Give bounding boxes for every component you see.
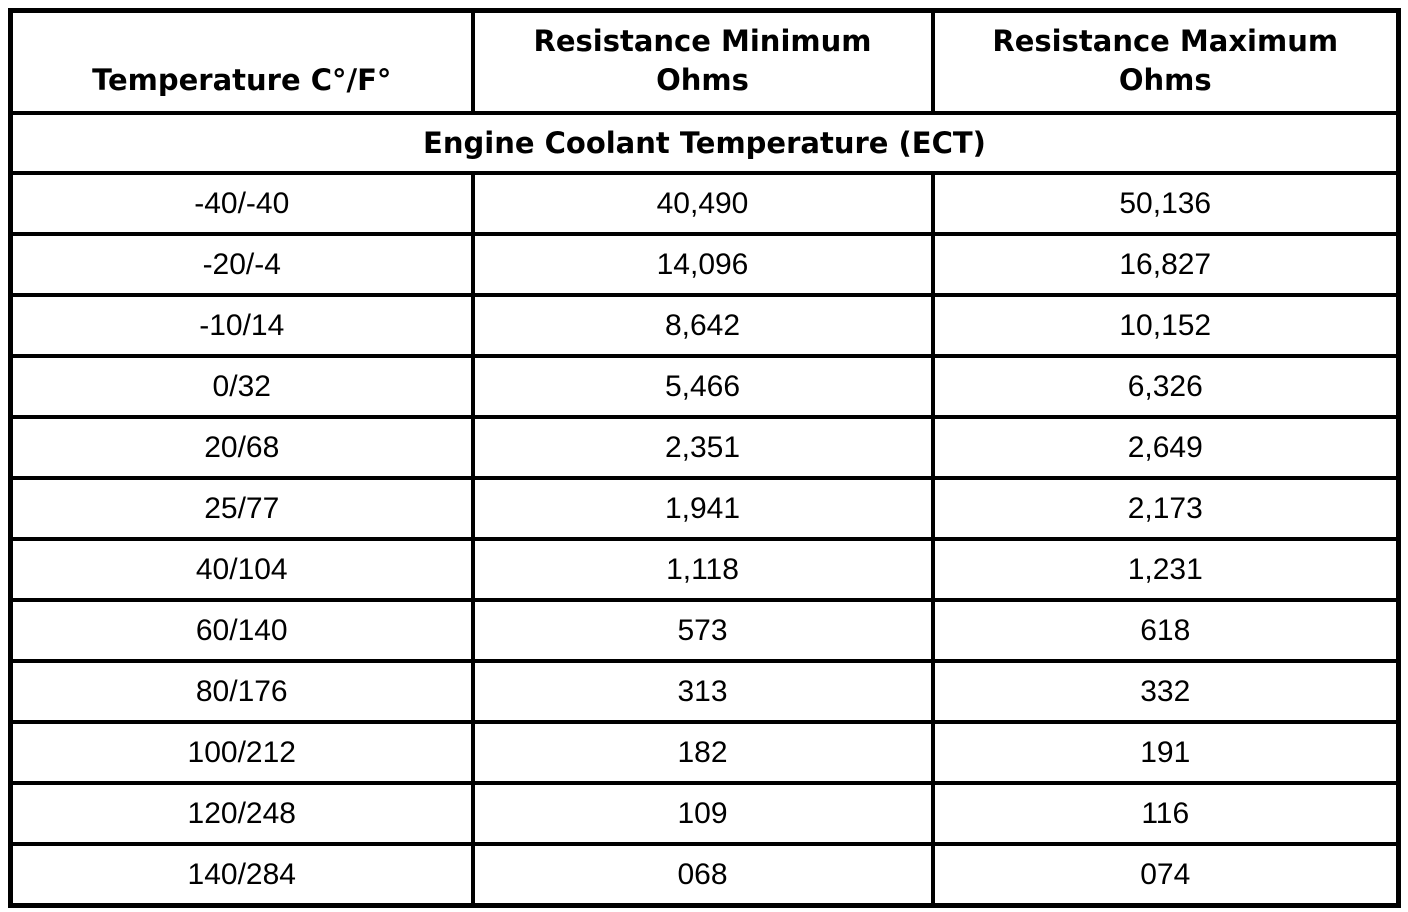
table-row: 80/176 313 332 — [8, 659, 1401, 724]
max-ohms-cell: 2,649 — [930, 415, 1401, 480]
col-header-resistance-min: Resistance Minimum Ohms — [470, 8, 935, 115]
temp-cell: -40/-40 — [8, 171, 475, 236]
temp-cell: -20/-4 — [8, 232, 475, 297]
min-ohms-cell: 182 — [470, 720, 935, 785]
min-ohms-cell: 8,642 — [470, 293, 935, 358]
header-row: Temperature C°/F° Resistance Minimum Ohm… — [8, 8, 1401, 115]
max-ohms-cell: 6,326 — [930, 354, 1401, 419]
temp-cell: 20/68 — [8, 415, 475, 480]
table-row: -10/14 8,642 10,152 — [8, 293, 1401, 358]
temp-cell: 120/248 — [8, 781, 475, 846]
min-ohms-cell: 1,941 — [470, 476, 935, 541]
table-row: 60/140 573 618 — [8, 598, 1401, 663]
ect-resistance-table: Temperature C°/F° Resistance Minimum Ohm… — [8, 8, 1401, 908]
max-ohms-cell: 332 — [930, 659, 1401, 724]
max-ohms-cell: 10,152 — [930, 293, 1401, 358]
min-ohms-cell: 313 — [470, 659, 935, 724]
table-row: -20/-4 14,096 16,827 — [8, 232, 1401, 297]
min-ohms-cell: 40,490 — [470, 171, 935, 236]
temp-cell: 140/284 — [8, 842, 475, 908]
max-ohms-cell: 1,231 — [930, 537, 1401, 602]
max-ohms-cell: 50,136 — [930, 171, 1401, 236]
section-row: Engine Coolant Temperature (ECT) — [8, 111, 1401, 175]
max-ohms-cell: 116 — [930, 781, 1401, 846]
col-header-temperature: Temperature C°/F° — [8, 8, 475, 115]
temp-cell: 60/140 — [8, 598, 475, 663]
max-ohms-cell: 074 — [930, 842, 1401, 908]
temp-cell: 0/32 — [8, 354, 475, 419]
min-ohms-cell: 2,351 — [470, 415, 935, 480]
min-ohms-cell: 109 — [470, 781, 935, 846]
table-row: 25/77 1,941 2,173 — [8, 476, 1401, 541]
table-row: 120/248 109 116 — [8, 781, 1401, 846]
max-ohms-cell: 2,173 — [930, 476, 1401, 541]
table-row: 140/284 068 074 — [8, 842, 1401, 908]
min-ohms-cell: 1,118 — [470, 537, 935, 602]
temp-cell: 100/212 — [8, 720, 475, 785]
table-row: 100/212 182 191 — [8, 720, 1401, 785]
min-ohms-cell: 068 — [470, 842, 935, 908]
min-ohms-cell: 14,096 — [470, 232, 935, 297]
section-title: Engine Coolant Temperature (ECT) — [8, 111, 1401, 175]
max-ohms-cell: 618 — [930, 598, 1401, 663]
temp-cell: -10/14 — [8, 293, 475, 358]
table-row: 0/32 5,466 6,326 — [8, 354, 1401, 419]
col-header-resistance-max: Resistance Maximum Ohms — [930, 8, 1401, 115]
temp-cell: 40/104 — [8, 537, 475, 602]
temp-cell: 80/176 — [8, 659, 475, 724]
max-ohms-cell: 16,827 — [930, 232, 1401, 297]
table-row: -40/-40 40,490 50,136 — [8, 171, 1401, 236]
min-ohms-cell: 573 — [470, 598, 935, 663]
temp-cell: 25/77 — [8, 476, 475, 541]
max-ohms-cell: 191 — [930, 720, 1401, 785]
min-ohms-cell: 5,466 — [470, 354, 935, 419]
table-row: 40/104 1,118 1,231 — [8, 537, 1401, 602]
table-row: 20/68 2,351 2,649 — [8, 415, 1401, 480]
